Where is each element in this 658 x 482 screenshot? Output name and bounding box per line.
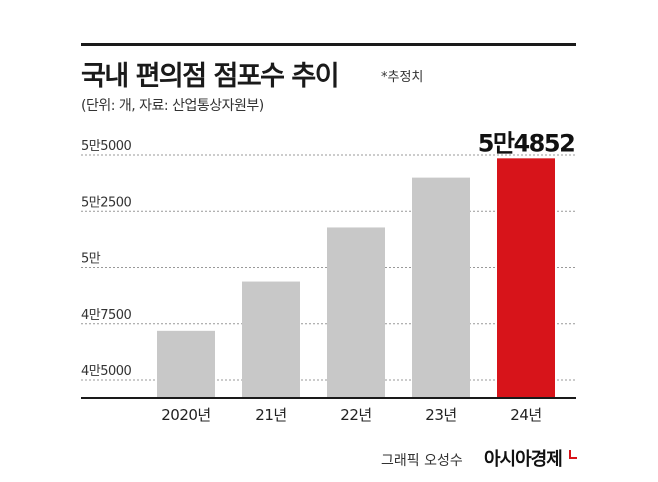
- value-label: 5만4852: [478, 129, 575, 157]
- x-tick-label: 22년: [340, 406, 371, 424]
- x-tick-label: 23년: [425, 406, 456, 424]
- bar: [157, 330, 215, 398]
- unit-source-label: (단위: 개, 자료: 산업통상자원부): [81, 98, 264, 114]
- bar: [327, 227, 385, 398]
- estimate-note: *추정치: [381, 70, 424, 85]
- brand-mark-icon: [569, 450, 577, 459]
- bar-highlight: [497, 158, 555, 398]
- y-tick-label: 4만7500: [81, 308, 132, 323]
- chart-title: 국내 편의점 점포수 추이: [81, 61, 340, 92]
- x-tick-label: 24년: [510, 406, 541, 424]
- y-tick-label: 5만5000: [81, 139, 132, 154]
- bar: [242, 281, 300, 398]
- brand-logo-text: 아시아경제: [484, 449, 563, 470]
- y-tick-label: 5만: [81, 252, 101, 267]
- x-tick-label: 21년: [255, 406, 286, 424]
- y-tick-label: 5만2500: [81, 195, 132, 210]
- top-rule: [81, 43, 576, 46]
- bar: [412, 177, 470, 398]
- x-tick-label: 2020년: [161, 406, 210, 424]
- y-tick-label: 4만5000: [81, 364, 132, 379]
- graphic-credit: 그래픽 오성수: [381, 453, 463, 469]
